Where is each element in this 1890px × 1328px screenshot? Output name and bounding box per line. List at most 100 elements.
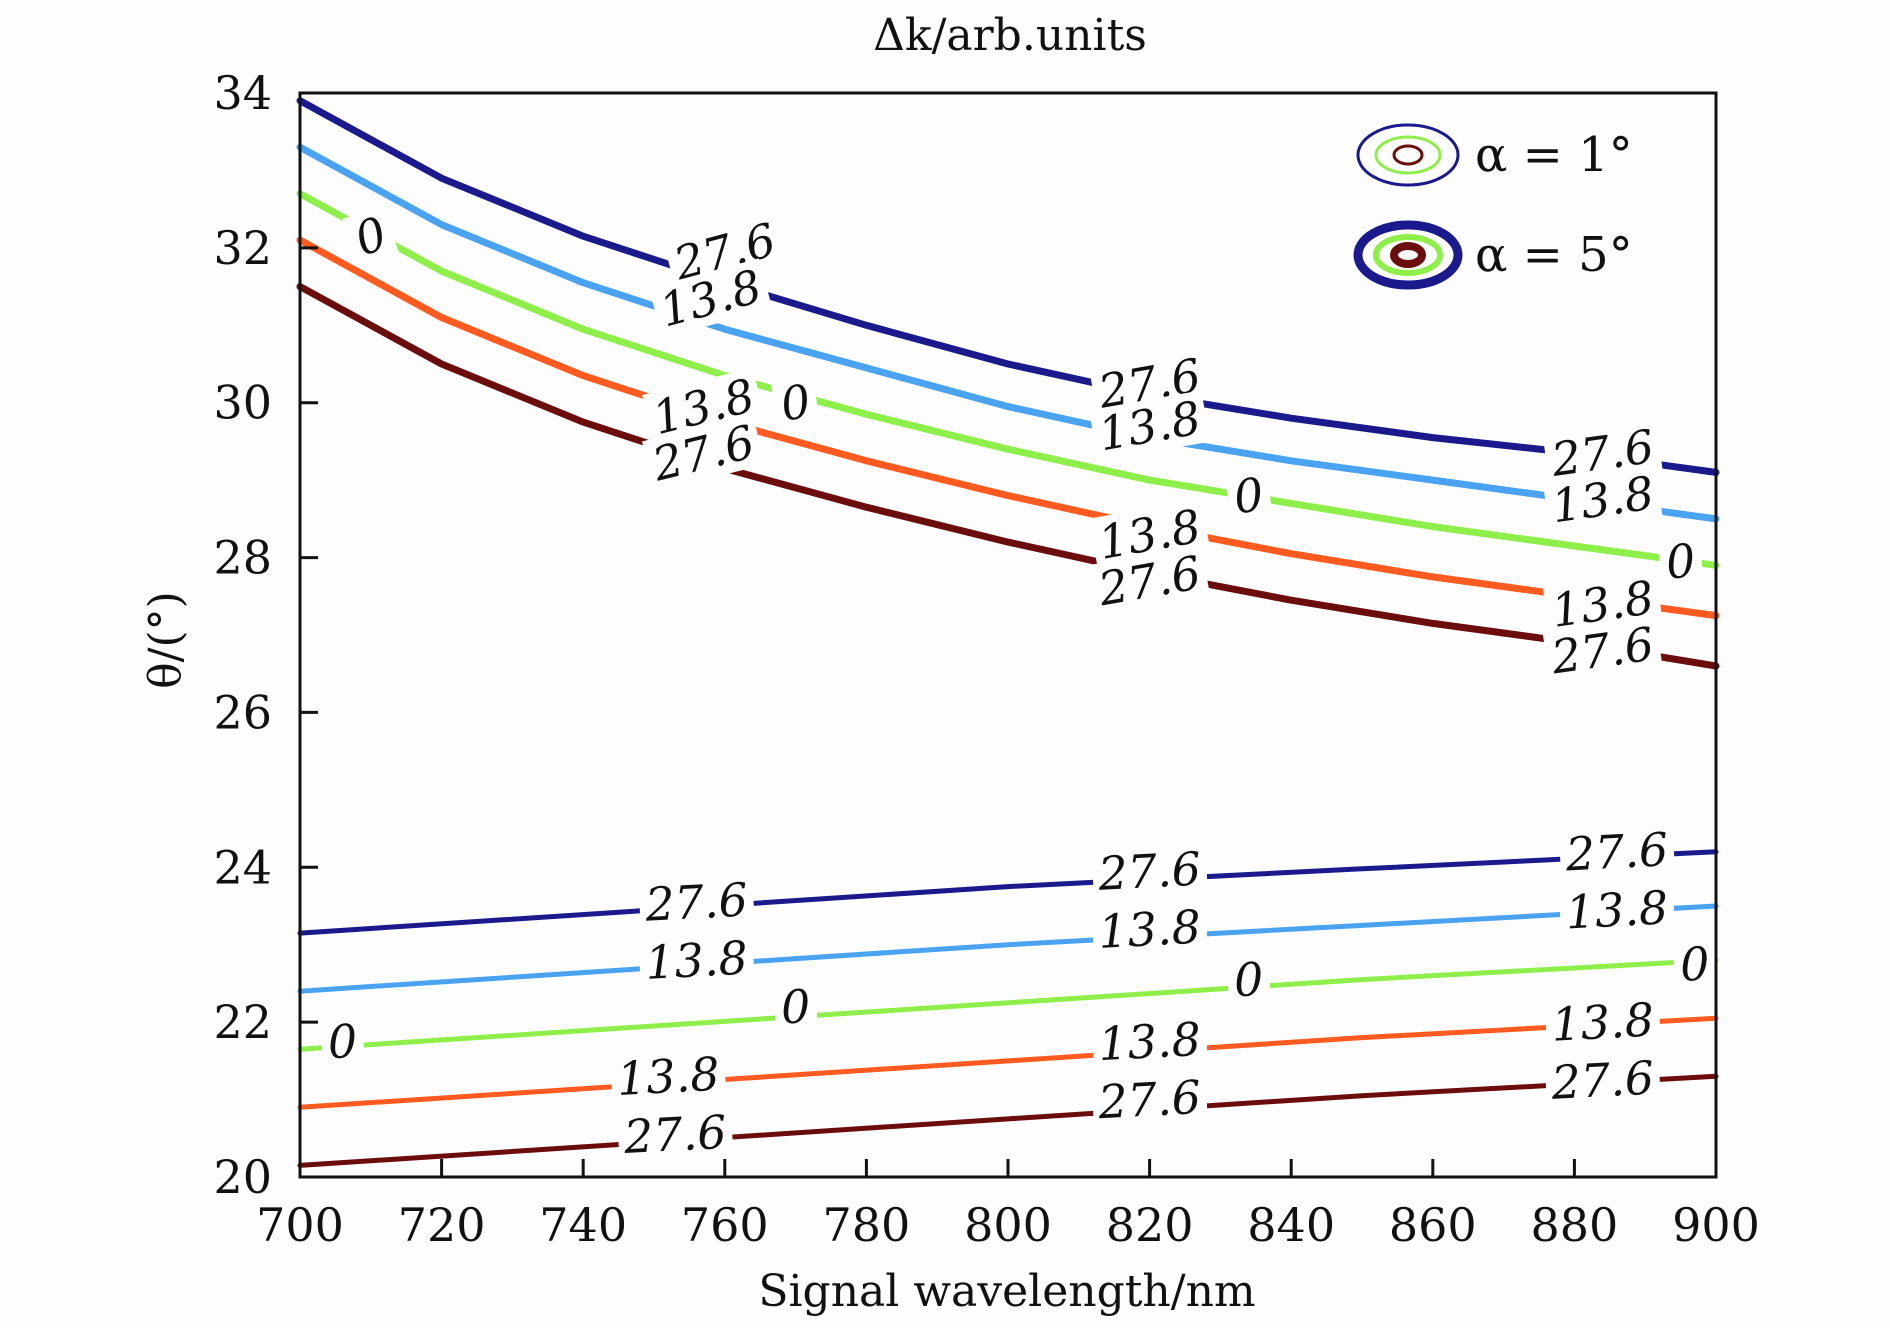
contour-line-upper-0-2 <box>296 190 1720 569</box>
contour-label: 0 <box>780 979 812 1034</box>
contour-label: 0 <box>1663 533 1698 590</box>
contour-label: 27.6 <box>622 1105 728 1164</box>
contour-label-mask <box>1558 880 1676 939</box>
contour-label: 13.8 <box>616 1047 721 1106</box>
contour-label-group-27: 27.6 <box>1558 822 1676 881</box>
x-tick-label: 720 <box>398 1198 486 1252</box>
contour-label: 27.6 <box>1096 1070 1202 1129</box>
contour-label-group-18: 0 <box>320 1014 365 1069</box>
contour-label-group-19: 0 <box>773 979 818 1034</box>
contour-label-group-30: 13.8 <box>1544 992 1661 1052</box>
series-layer <box>296 97 1720 1168</box>
contour-label-layer: 27.613.80013.827.627.613.8013.827.627.61… <box>320 204 1718 1164</box>
x-tick-label: 840 <box>1247 1198 1335 1252</box>
y-tick-label: 24 <box>213 840 272 894</box>
x-axis-label: Signal wavelength/nm <box>758 1266 1255 1317</box>
ticks-layer: 700 720 740 760 780 800 820 840 860 880 900 20 22 24 2… <box>213 66 1759 1252</box>
y-tick-label: 26 <box>213 685 272 739</box>
x-tick-label: 900 <box>1672 1198 1760 1252</box>
contour-label-group-13: 0 <box>1656 533 1705 590</box>
contour-label-mask <box>638 931 755 990</box>
y-tick-label: 34 <box>213 66 272 120</box>
contour-label-mask <box>1088 390 1211 462</box>
legend-entry-2: α = 5° <box>1353 220 1633 290</box>
contour-line-lower-0-7 <box>297 957 1719 1052</box>
contour-label-mask <box>648 258 773 339</box>
y-axis-label: θ/(°) <box>140 591 191 689</box>
legend-label: α = 5° <box>1475 227 1633 283</box>
contour-label-group-10: 27.6 <box>1088 545 1211 617</box>
chart-title: Δk/arb.units <box>873 10 1147 61</box>
y-tick-label: 20 <box>213 1150 272 1204</box>
y-tick-label: 32 <box>213 221 272 275</box>
contour-label-mask <box>342 204 400 268</box>
contour-label-mask <box>663 211 787 292</box>
contour-label-mask <box>642 367 766 446</box>
contour-label-mask <box>1672 937 1718 992</box>
legend: α = 1° α = 5° <box>1353 123 1633 290</box>
legend-entry-1: α = 1° <box>1356 123 1633 187</box>
contour-label-mask <box>616 1105 734 1164</box>
contour-label-mask <box>1558 822 1676 881</box>
contour-label-group-29: 0 <box>1672 936 1718 992</box>
y-tick-label: 30 <box>213 376 272 430</box>
contour-label: 0 <box>326 1014 358 1069</box>
contour-label: 13.8 <box>1097 1012 1202 1071</box>
y-tick-label: 22 <box>213 995 272 1049</box>
contour-line-lower-27-6-5 <box>297 849 1719 936</box>
contour-label-group-3: 0 <box>770 373 821 432</box>
contour-label-mask <box>1091 1070 1208 1129</box>
contour-label-group-16: 27.6 <box>638 872 755 932</box>
x-tick-label: 800 <box>964 1198 1052 1252</box>
contour-label-group-22: 27.6 <box>1091 842 1208 901</box>
contour-label-group-21: 27.6 <box>616 1105 734 1164</box>
contour-label-mask <box>773 979 818 1034</box>
legend-middle-ring-icon <box>1374 135 1442 175</box>
x-tick-label: 860 <box>1389 1198 1477 1252</box>
x-tick-label: 700 <box>256 1198 344 1252</box>
contour-label-group-20: 13.8 <box>609 1047 727 1106</box>
contour-label: 13.8 <box>1097 900 1202 959</box>
contour-label-mask <box>642 413 766 493</box>
contour-line-lower-27-6-9 <box>297 1073 1719 1168</box>
contour-label-mask <box>1542 465 1663 534</box>
contour-label: 0 <box>1679 936 1711 991</box>
contour-label-mask <box>1088 545 1211 617</box>
legend-inner-ring-icon <box>1390 242 1426 268</box>
contour-label-mask <box>638 873 755 932</box>
contour-label-mask <box>1224 466 1274 525</box>
contour-label-mask <box>1542 616 1663 685</box>
legend-outer-ring-icon <box>1356 123 1460 187</box>
contour-label-mask <box>1226 952 1272 1007</box>
contour-label-mask <box>1656 533 1705 590</box>
contour-label: 13.8 <box>1550 992 1655 1051</box>
contour-label: 13.8 <box>1564 880 1669 939</box>
contour-label-group-28: 13.8 <box>1558 880 1676 940</box>
contour-label-mask <box>770 373 821 432</box>
legend-outer-ring-icon <box>1353 220 1463 290</box>
contour-line-upper-27-6-4 <box>296 283 1720 670</box>
contour-label-group-31: 27.6 <box>1544 1051 1661 1110</box>
contour-label: 27.6 <box>1549 1051 1655 1110</box>
contour-line-lower-13-8-8 <box>297 1015 1719 1110</box>
contour-label-group-15: 27.6 <box>1542 616 1663 685</box>
contour-label-mask <box>1544 1051 1661 1110</box>
contour-label-group-25: 13.8 <box>1091 1012 1208 1071</box>
legend-middle-ring-icon <box>1373 234 1443 276</box>
contour-label-group-24: 0 <box>1226 952 1272 1007</box>
contour-label-mask <box>320 1014 365 1069</box>
x-tick-label: 880 <box>1530 1198 1618 1252</box>
contour-label-group-26: 27.6 <box>1091 1070 1208 1129</box>
contour-label: 13.8 <box>644 931 749 990</box>
x-tick-label: 780 <box>822 1198 910 1252</box>
x-tick-label: 740 <box>539 1198 627 1252</box>
contour-label-group-12: 13.8 <box>1542 465 1663 534</box>
y-tick-label: 28 <box>213 531 272 585</box>
legend-inner-ring-icon <box>1392 144 1424 166</box>
contour-label-group-17: 13.8 <box>638 931 755 990</box>
contour-label: 27.6 <box>643 872 749 931</box>
contour-label-group-8: 0 <box>1224 466 1274 525</box>
x-tick-label: 820 <box>1106 1198 1194 1252</box>
contour-label-mask <box>1091 900 1208 959</box>
